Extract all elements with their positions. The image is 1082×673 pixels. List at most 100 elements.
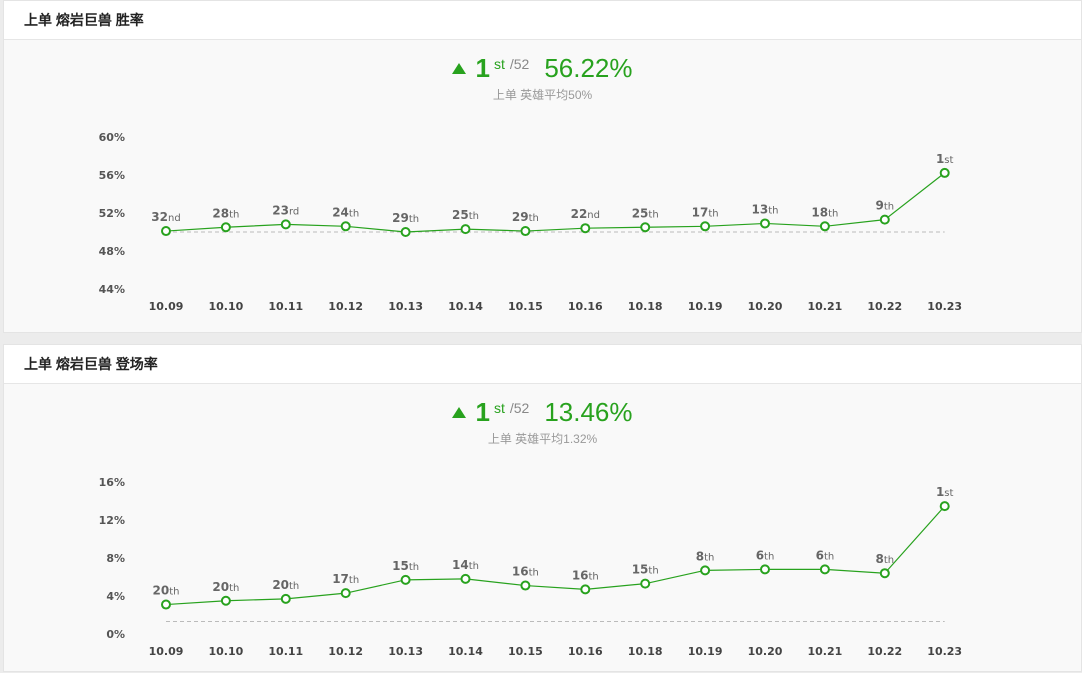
rank-label: 20th (153, 584, 180, 598)
rank-label: 18th (811, 205, 838, 219)
data-point (280, 593, 291, 604)
x-tick-label: 10.20 (748, 300, 783, 313)
rank-label: 28th (212, 206, 239, 220)
rank-label: 6th (756, 548, 775, 562)
win-rate-summary: 1 st /52 56.22% 上单 英雄平均50% (4, 53, 1081, 103)
rank-label: 13th (752, 202, 779, 216)
data-point (460, 573, 471, 584)
data-point (879, 568, 890, 579)
x-tick-label: 10.10 (209, 645, 244, 658)
rank-suffix: st (493, 56, 505, 72)
x-tick-label: 10.18 (628, 645, 663, 658)
data-point (700, 221, 711, 232)
rank-label: 15th (632, 563, 659, 577)
data-point (220, 222, 231, 233)
data-point (580, 223, 591, 234)
data-point (640, 578, 651, 589)
triangle-up-icon (452, 63, 467, 74)
rank-label: 23rd (272, 203, 299, 217)
x-tick-label: 10.21 (808, 300, 843, 313)
x-tick-label: 10.12 (328, 300, 363, 313)
rank-label: 29th (392, 211, 419, 225)
data-point (340, 221, 351, 232)
x-tick-label: 10.11 (268, 300, 303, 313)
data-point (760, 564, 770, 575)
triangle-up-icon (452, 407, 467, 418)
data-point (460, 224, 471, 235)
rank-label: 15th (392, 559, 419, 573)
x-tick-label: 10.11 (268, 645, 303, 658)
pick-rate-chart: 0% 4% 8% 12% 16% 10.09 10.10 10.11 10.12 10.13 10.… (99, 476, 962, 658)
x-tick-label: 10.15 (508, 645, 543, 658)
rank-label: 14th (452, 558, 479, 572)
rank-label: 8th (875, 552, 894, 566)
data-point (400, 227, 411, 237)
x-tick-label: 10.09 (149, 300, 184, 313)
data-point (161, 599, 171, 610)
rank-label: 25th (632, 206, 659, 220)
rank-label: 1st (936, 152, 954, 166)
rank-label: 22nd (571, 207, 600, 221)
rank-label: 20th (272, 578, 299, 592)
rank-line: 1 st /52 56.22% (452, 53, 633, 84)
x-tick-label: 10.09 (149, 645, 184, 658)
data-point (520, 580, 531, 591)
win-rate-chart: 44% 48% 52% 56% 60% 10.09 10.10 10.11 10.12 10.13… (99, 131, 962, 313)
rank-label: 25th (452, 208, 479, 222)
data-point (760, 218, 770, 229)
rank-label: 20th (212, 580, 239, 594)
x-tick-label: 10.23 (927, 645, 962, 658)
rank-label: 9th (875, 199, 894, 213)
panel-title: 上单 熔岩巨兽 登场率 (4, 345, 1081, 384)
pick-rate-value: 13.46% (544, 397, 633, 427)
x-tick-label: 10.19 (688, 645, 723, 658)
y-tick-label: 56% (99, 169, 125, 182)
data-point (640, 222, 651, 233)
x-tick-label: 10.16 (568, 645, 603, 658)
x-tick-label: 10.14 (448, 645, 483, 658)
data-point (879, 214, 890, 225)
pick-rate-panel: 上单 熔岩巨兽 登场率 1 st /52 13.46% 上单 英雄平均1.32%… (3, 344, 1082, 672)
x-tick-label: 10.13 (388, 645, 423, 658)
rank-label: 17th (332, 572, 359, 586)
x-tick-label: 10.18 (628, 300, 663, 313)
average-text: 上单 英雄平均50% (492, 88, 593, 102)
data-point (819, 221, 830, 232)
x-tick-label: 10.12 (328, 645, 363, 658)
x-tick-label: 10.23 (927, 300, 962, 313)
data-point (580, 584, 591, 595)
rank-label: 8th (696, 549, 715, 563)
data-point (280, 219, 291, 230)
series-line (165, 505, 946, 606)
rank-label: 16th (572, 568, 599, 582)
x-tick-label: 10.20 (748, 645, 783, 658)
win-rate-value: 56.22% (544, 53, 633, 83)
y-tick-label: 44% (99, 283, 125, 296)
data-point (400, 574, 411, 585)
x-tick-label: 10.14 (448, 300, 483, 313)
pick-rate-summary: 1 st /52 13.46% 上单 英雄平均1.32% (4, 397, 1081, 447)
average-text: 上单 英雄平均1.32% (487, 432, 598, 446)
rank-label: 6th (816, 548, 835, 562)
x-tick-label: 10.15 (508, 300, 543, 313)
x-tick-label: 10.19 (688, 300, 723, 313)
rank-label: 17th (692, 205, 719, 219)
x-tick-label: 10.21 (808, 645, 843, 658)
x-tick-label: 10.10 (209, 300, 244, 313)
x-tick-label: 10.16 (568, 300, 603, 313)
data-point (520, 226, 531, 237)
rank-suffix: st (493, 400, 505, 416)
data-point (939, 167, 950, 178)
y-tick-label: 60% (99, 131, 125, 144)
y-tick-label: 48% (99, 245, 125, 258)
x-tick-label: 10.13 (388, 300, 423, 313)
rank-line: 1 st /52 13.46% (452, 397, 633, 428)
y-tick-label: 8% (106, 552, 125, 565)
rank-label: 24th (332, 205, 359, 219)
rank-label: 32nd (151, 210, 180, 224)
rank-total: /52 (509, 56, 530, 72)
rank-number: 1 (475, 53, 490, 83)
rank-number: 1 (475, 397, 490, 427)
x-tick-label: 10.22 (867, 300, 902, 313)
series-line (165, 172, 946, 233)
